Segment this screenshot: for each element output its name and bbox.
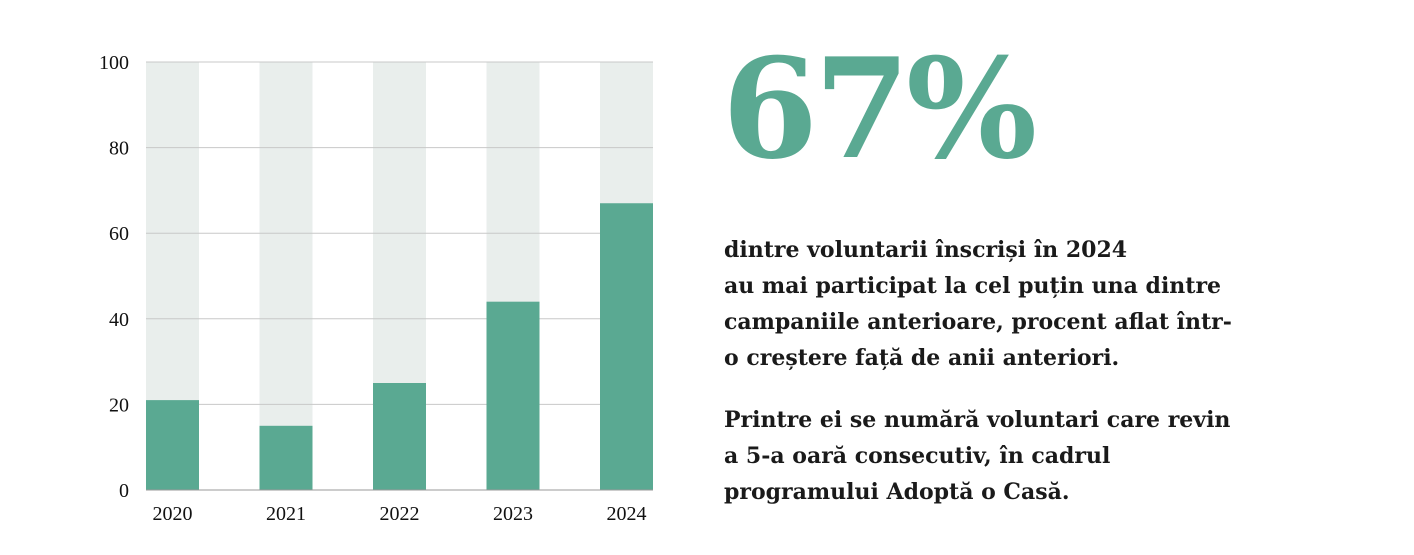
x-tick-label: 2020 [153, 503, 193, 525]
x-tick-label: 2024 [607, 503, 647, 525]
bar-chart: 0 20 40 60 80 100 2020 2021 2022 2023 2024 [99, 52, 653, 525]
bar-2023 [486, 301, 540, 490]
y-tick-label: 100 [99, 52, 129, 74]
y-tick-label: 80 [109, 138, 129, 160]
y-tick-label: 40 [109, 309, 129, 331]
bar-2022 [373, 383, 426, 490]
description-line: o creștere față de anii anteriori. [724, 345, 1120, 371]
x-tick-label: 2021 [266, 503, 306, 525]
y-tick-label: 20 [109, 394, 129, 416]
x-tick-label: 2022 [380, 503, 420, 525]
y-tick-label: 60 [109, 223, 129, 245]
highlight-percentage: 67% [722, 27, 1037, 190]
bar-2020 [146, 400, 199, 490]
description-paragraph: dintre voluntarii înscriși în 2024 au ma… [724, 232, 1324, 376]
description-line: au mai participat la cel puțin una dintr… [724, 273, 1222, 299]
note-line: programului Adoptă o Casă. [724, 479, 1070, 505]
y-tick-label: 0 [119, 480, 129, 502]
background-bar [259, 62, 313, 490]
x-tick-label: 2023 [493, 503, 533, 525]
note-line: Printre ei se numără voluntari care revi… [724, 407, 1231, 433]
description-line: campaniile anterioare, procent aflat înt… [724, 309, 1232, 335]
note-line: a 5-a oară consecutiv, în cadrul [724, 443, 1111, 469]
bar-2021 [259, 425, 313, 490]
bar-2024 [600, 203, 653, 491]
description-line: dintre voluntarii înscriși în 2024 [724, 237, 1128, 263]
note-paragraph: Printre ei se numără voluntari care revi… [724, 402, 1324, 510]
